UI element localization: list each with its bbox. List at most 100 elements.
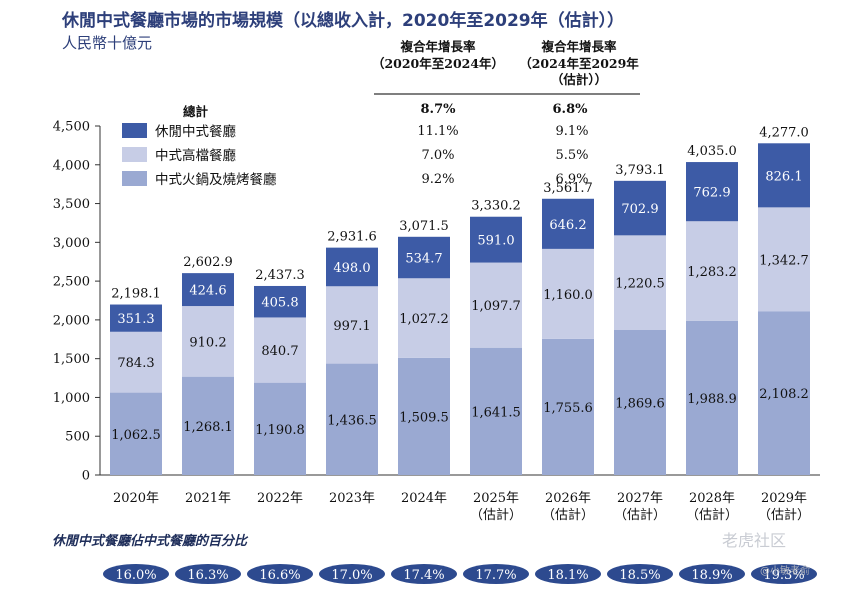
bar-segment (614, 235, 666, 331)
cagr-col2-line1: 複合年增長率 (540, 39, 617, 54)
x-tick-label: 2029年 (761, 491, 807, 506)
x-tick-label: （估計） (542, 507, 594, 523)
x-tick-label: 2023年 (329, 491, 375, 506)
bar-segment (110, 331, 162, 393)
unit-label: 人民幣十億元 (62, 34, 153, 52)
total-label: 總計 (183, 104, 209, 119)
share-pill (463, 564, 529, 584)
bar-value-label: 997.1 (333, 319, 370, 334)
share-value: 16.6% (259, 568, 300, 583)
bar-segment (686, 162, 738, 222)
bar-segment (758, 311, 810, 475)
bar-total-label: 4,035.0 (687, 144, 737, 159)
watermark-sub: @小敏老俞 (760, 566, 810, 577)
x-tick-label: 2026年 (545, 491, 591, 506)
bar-value-label: 826.1 (765, 169, 802, 184)
cagr-col2-line3: （估計）） (551, 72, 607, 87)
cagr-value: 6.9% (555, 172, 588, 187)
x-tick-label: 2020年 (113, 491, 159, 506)
share-pill (391, 564, 457, 584)
share-value: 17.0% (331, 568, 372, 583)
bar-value-label: 351.3 (117, 312, 154, 327)
cagr-header: 複合年增長率 （2020年至2024年） 複合年增長率 （2024年至2029年… (372, 39, 639, 87)
y-tick-label: 2,000 (53, 313, 90, 328)
bar-value-label: 1,509.5 (399, 410, 449, 425)
y-tick-label: 1,500 (53, 352, 90, 367)
x-tick-label: 2024年 (401, 491, 447, 506)
bar-segment (398, 357, 450, 475)
cagr-value: 9.1% (555, 124, 588, 139)
legend-swatch (122, 123, 147, 138)
bar-total-label: 2,437.3 (255, 268, 305, 283)
y-tick-label: 500 (65, 430, 90, 445)
bar-segment (182, 306, 234, 377)
share-pill (679, 564, 745, 584)
bar-value-label: 1,436.5 (327, 413, 377, 428)
bar-value-label: 2,108.2 (759, 387, 809, 402)
bar-segment (470, 347, 522, 475)
bar-segment (182, 376, 234, 475)
bar-total-label: 4,277.0 (759, 125, 809, 140)
bar-segment (686, 320, 738, 475)
bar-segment (326, 363, 378, 475)
share-value: 16.3% (187, 568, 228, 583)
y-axis: 0 500 1,000 1,500 2,000 2,500 3,000 3,500 4,000 4… (53, 120, 820, 484)
cagr-total-value: 6.8% (553, 102, 589, 117)
bar-value-label: 1,190.8 (255, 423, 305, 438)
share-pill (607, 564, 673, 584)
bar-total-label: 3,071.5 (399, 219, 449, 234)
bar-segment (758, 207, 810, 312)
bar-total-label: 2,198.1 (111, 287, 161, 302)
x-tick-label: 2021年 (185, 491, 231, 506)
y-tick-label: 3,500 (53, 197, 90, 212)
bar-value-label: 762.9 (693, 186, 730, 201)
chart-title: 休閒中式餐廳市場的市場規模（以總收入計，2020年至2029年（估計）） (62, 11, 625, 31)
share-value: 17.7% (475, 568, 516, 583)
bar-value-label: 1,342.7 (759, 253, 809, 268)
bar-value-label: 1,160.0 (543, 288, 593, 303)
bar-value-label: 1,755.6 (543, 401, 593, 416)
bar-segment (326, 286, 378, 364)
bar-value-label: 1,283.2 (687, 265, 737, 280)
bar-value-label: 1,027.2 (399, 312, 449, 327)
y-tick-label: 4,000 (53, 158, 90, 173)
bar-value-label: 1,097.7 (471, 299, 521, 314)
cagr-col2-line2: （2024年至2029年 (519, 56, 639, 71)
cagr-col1-line2: （2020年至2024年） (372, 56, 504, 71)
bar-value-label: 1,268.1 (183, 420, 233, 435)
cagr-total-value: 8.7% (421, 102, 457, 117)
bar-segment (758, 143, 810, 208)
y-tick-label: 0 (82, 469, 90, 484)
bar-value-label: 1,220.5 (615, 277, 665, 292)
x-tick-label: 2022年 (257, 491, 303, 506)
cagr-value: 5.5% (555, 148, 588, 163)
bar-value-label: 534.7 (405, 252, 442, 267)
cagr-col1-line1: 複合年增長率 (399, 39, 476, 54)
bar-segment (254, 285, 306, 318)
share-value: 17.4% (403, 568, 444, 583)
share-pill (535, 564, 601, 584)
bars: 1,062.5 784.3 351.3 2,198.1 1,268.1 910.2 424.… (110, 125, 810, 475)
x-tick-label: 2028年 (689, 491, 735, 506)
cagr-value: 11.1% (417, 124, 458, 139)
bar-value-label: 591.0 (477, 234, 514, 249)
bar-segment (542, 248, 594, 339)
bar-value-label: 910.2 (189, 335, 226, 350)
share-value: 19.3% (763, 568, 804, 583)
share-title: 休閒中式餐廳佔中式餐廳的百分比 (52, 534, 248, 549)
share-value: 18.9% (691, 568, 732, 583)
bar-segment (470, 262, 522, 348)
bar-total-label: 2,602.9 (183, 255, 233, 270)
cagr-value: 9.2% (421, 172, 454, 187)
y-tick-label: 1,000 (53, 391, 90, 406)
bar-total-label: 2,931.6 (327, 230, 377, 245)
x-axis-labels: 2020年 2021年 2022年 2023年 2024年 2025年（估計）2026年（… (113, 491, 810, 523)
bar-value-label: 1,988.9 (687, 392, 737, 407)
bar-value-label: 1,869.6 (615, 397, 665, 412)
bar-segment (542, 198, 594, 249)
share-pills: 16.0% 16.3% 16.6% 17.0% 17.4% 17.7% 18.1% 18.5%… (103, 564, 817, 584)
legend-label: 休閒中式餐廳 (155, 123, 236, 140)
bar-value-label: 840.7 (261, 344, 298, 359)
